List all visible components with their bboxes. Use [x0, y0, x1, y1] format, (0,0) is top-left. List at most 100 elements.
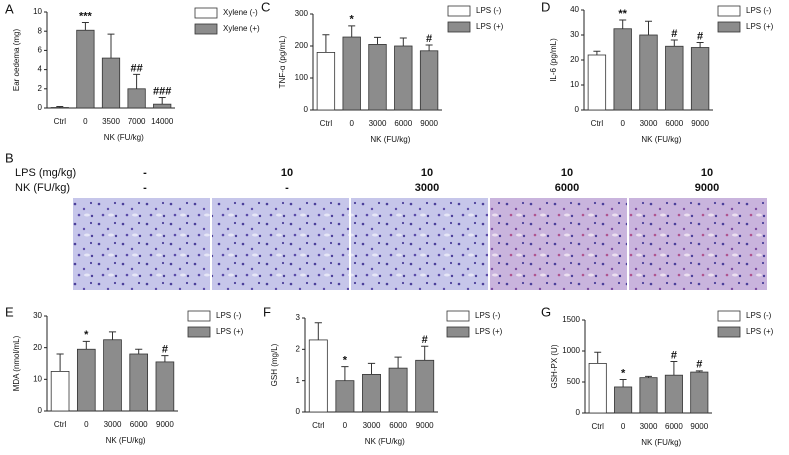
y-tick-label: 1500: [562, 315, 580, 324]
error-bar: [696, 42, 704, 48]
bar: [127, 88, 146, 109]
error-bar: [56, 106, 64, 108]
bar: [690, 47, 710, 111]
error-bar: [56, 353, 64, 372]
panel-label: D: [541, 0, 550, 14]
legend-swatch: [194, 23, 218, 35]
x-tick-label: 6000: [389, 421, 407, 430]
legend-swatch: [717, 326, 741, 338]
bar: [388, 367, 408, 413]
x-axis-label: NK (FU/kg): [104, 133, 144, 142]
legend-swatch: [717, 21, 741, 33]
legend-label: LPS (+): [475, 327, 503, 336]
bar: [101, 57, 121, 109]
x-tick-label: Ctrl: [312, 421, 325, 430]
error-bar: [322, 34, 330, 53]
legend-label: LPS (-): [475, 311, 501, 320]
cell-value: -: [143, 167, 147, 179]
error-bar: [348, 25, 356, 38]
bar: [665, 45, 684, 111]
y-tick-label: 4: [38, 65, 43, 74]
error-bar: [81, 22, 89, 31]
error-bar: [367, 362, 376, 375]
cell-value: 3000: [415, 182, 439, 194]
x-tick-label: Ctrl: [591, 422, 604, 431]
bar: [394, 45, 413, 111]
cell-value: -: [143, 182, 147, 194]
x-tick-label: 0: [349, 119, 354, 128]
y-tick-label: 20: [570, 55, 579, 64]
row-label: NK (FU/kg): [15, 182, 70, 194]
legend-swatch: [187, 326, 211, 338]
cell-value: -: [285, 182, 289, 194]
y-tick-label: 300: [295, 9, 309, 18]
legend-label: LPS (+): [746, 327, 774, 336]
error-bar: [670, 39, 678, 47]
legend-swatch: [447, 21, 471, 33]
x-tick-label: 14000: [151, 117, 174, 126]
bar: [76, 29, 95, 109]
error-bar: [425, 44, 433, 51]
error-bar: [644, 20, 653, 35]
x-tick-label: 0: [621, 422, 626, 431]
bar: [368, 44, 387, 111]
bar: [613, 28, 632, 111]
error-bar: [421, 345, 429, 361]
y-tick-label: 30: [33, 311, 42, 320]
x-tick-label: 7000: [128, 117, 146, 126]
significance-mark: **: [618, 8, 627, 20]
y-axis-label: TNF-α (pg/mL): [278, 35, 287, 88]
histology-images: [73, 198, 767, 290]
error-bar: [108, 331, 117, 340]
x-tick-label: 0: [620, 119, 625, 128]
significance-mark: ***: [79, 10, 93, 22]
row-label: LPS (mg/kg): [15, 167, 76, 179]
legend-label: LPS (-): [746, 6, 772, 15]
legend-swatch: [194, 7, 218, 19]
significance-mark: *: [350, 14, 355, 26]
bar: [308, 339, 328, 413]
cell-value: 6000: [555, 182, 579, 194]
legend-swatch: [447, 5, 471, 17]
y-tick-label: 2: [38, 84, 43, 93]
x-tick-label: Ctrl: [320, 119, 333, 128]
x-tick-label: 3000: [369, 119, 387, 128]
error-bar: [158, 96, 166, 105]
x-tick-label: 6000: [665, 422, 683, 431]
y-axis-label: GSH (mg/L): [270, 343, 279, 386]
bar: [50, 371, 70, 412]
y-tick-label: 8: [38, 26, 43, 35]
y-tick-label: 10: [33, 374, 42, 383]
x-tick-label: 3000: [640, 119, 658, 128]
y-tick-label: 0: [576, 408, 581, 417]
legend-label: LPS (+): [216, 327, 244, 336]
y-axis-label: IL-6 (pg/mL): [549, 38, 558, 82]
bar: [76, 348, 96, 412]
x-tick-label: 0: [84, 420, 89, 429]
significance-mark: #: [162, 343, 168, 355]
x-axis-label: NK (FU/kg): [370, 135, 410, 144]
legend-swatch: [187, 310, 211, 322]
legend-label: Xylene (-): [223, 8, 258, 17]
error-bar: [373, 36, 382, 45]
significance-mark: ###: [153, 85, 171, 97]
bar: [362, 373, 381, 413]
bar: [639, 377, 658, 414]
y-tick-label: 0: [38, 103, 43, 112]
legend-swatch: [446, 326, 470, 338]
y-tick-label: 0: [575, 105, 580, 114]
y-axis-label: Ear oedema (mg): [12, 29, 21, 92]
x-axis-label: NK (FU/kg): [641, 135, 681, 144]
legend-label: LPS (-): [216, 311, 242, 320]
x-tick-label: Ctrl: [54, 117, 67, 126]
y-tick-label: 2: [296, 344, 301, 353]
bar: [588, 362, 607, 414]
x-tick-label: 3000: [104, 420, 122, 429]
bar: [335, 380, 355, 413]
panel-label: B: [5, 150, 14, 165]
y-axis-label: MDA (nmol/mL): [12, 335, 21, 391]
x-tick-label: Ctrl: [591, 119, 604, 128]
x-tick-label: 9000: [690, 422, 708, 431]
cell-value: 10: [281, 167, 293, 179]
